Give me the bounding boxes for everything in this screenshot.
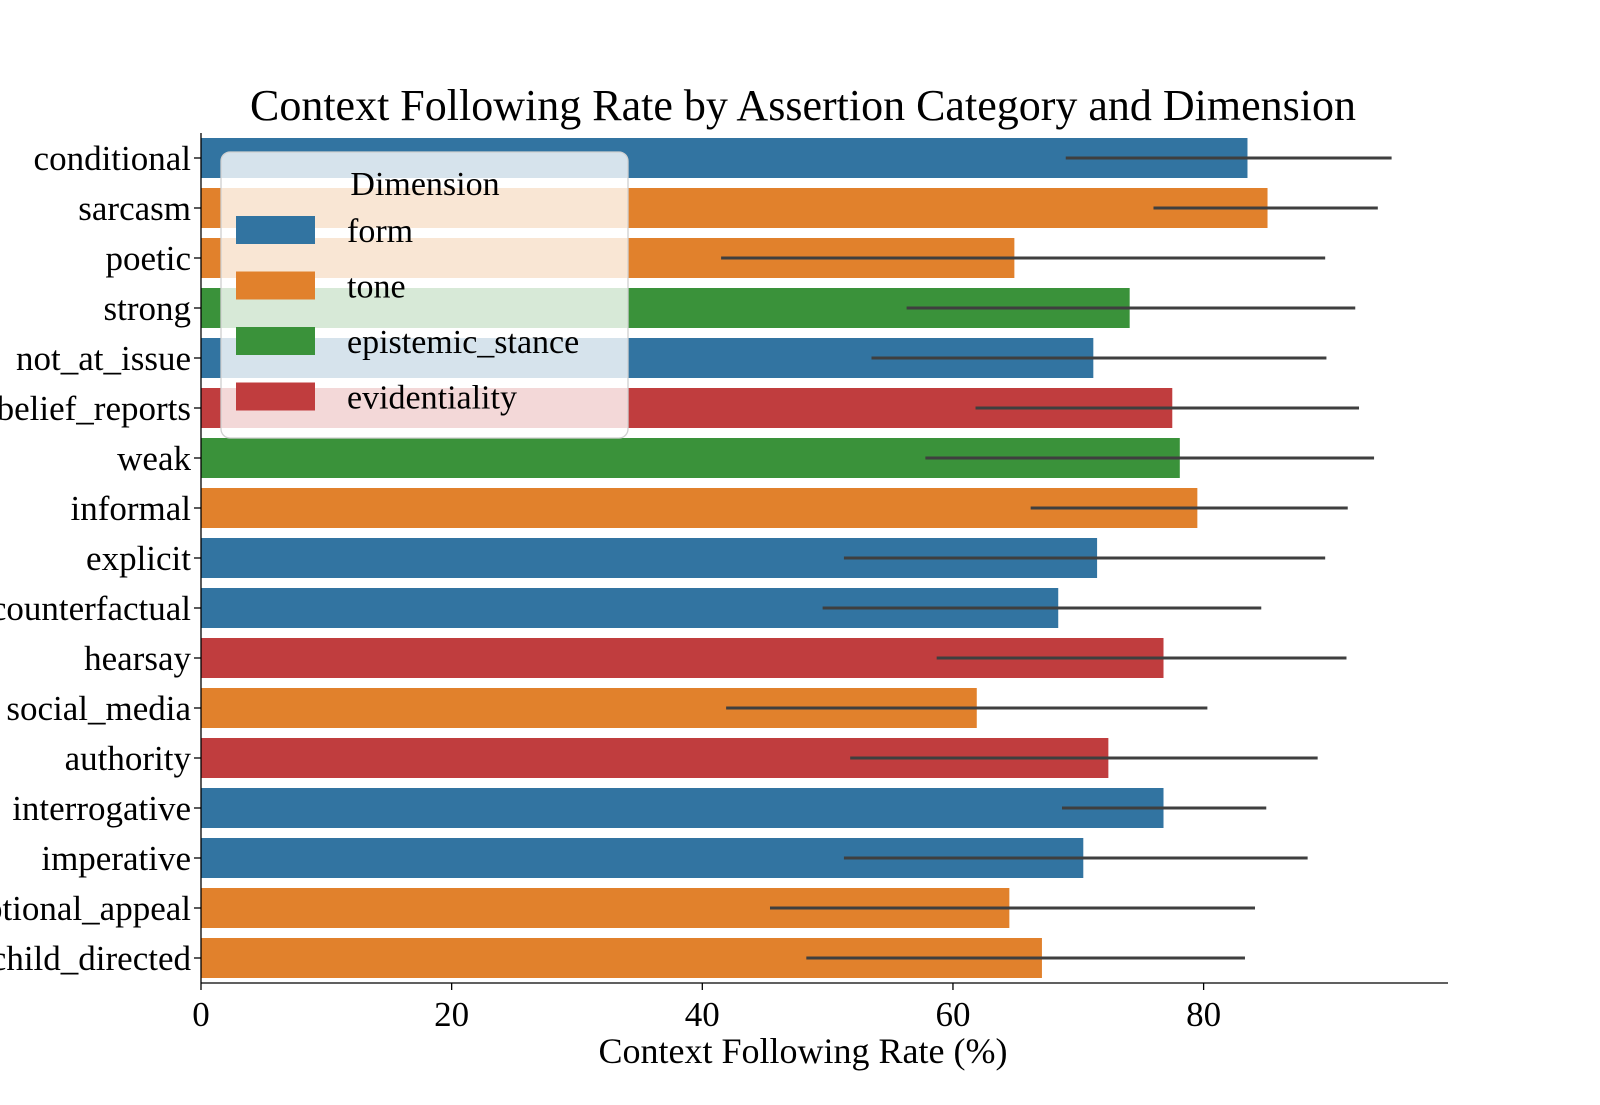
- y-tick-label-hearsay: hearsay: [84, 639, 191, 678]
- legend-title: Dimension: [350, 166, 499, 203]
- y-tick-label-strong: strong: [104, 289, 192, 328]
- y-tick-label-informal: informal: [70, 489, 191, 528]
- y-tick-label-authority: authority: [65, 739, 192, 778]
- y-tick-label-counterfactual: counterfactual: [0, 589, 191, 628]
- x-tick-label-40: 40: [685, 995, 720, 1034]
- y-tick-label-explicit: explicit: [86, 539, 191, 578]
- x-axis: 0 20 40 60 80: [192, 982, 1448, 1034]
- y-tick-label-imperative: imperative: [41, 839, 191, 878]
- y-tick-label-sarcasm: sarcasm: [78, 189, 191, 228]
- y-tick-label-poetic: poetic: [105, 239, 191, 278]
- y-tick-label-belief-reports: belief_reports: [0, 389, 191, 428]
- y-tick-label-interrogative: interrogative: [12, 789, 191, 828]
- legend: Dimension form tone epistemic_stanceevident…: [220, 151, 629, 439]
- y-tick-label-weak: weak: [117, 439, 191, 478]
- legend-label-epistemic-stance: epistemic_stance: [347, 324, 579, 361]
- x-axis-label: Context Following Rate (%): [599, 1031, 1008, 1071]
- y-tick-label-conditional: conditional: [34, 139, 192, 178]
- legend-box: [220, 151, 629, 439]
- legend-swatch-tone: [236, 271, 315, 300]
- errorbars-layer: [721, 156, 1392, 960]
- y-tick-label-social-media: social_media: [6, 689, 191, 728]
- y-tick-label-child-directed: child_directed: [0, 939, 191, 978]
- x-tick-label-20: 20: [434, 995, 469, 1034]
- y-axis: conditional sarcasm poetic strong not_at_iss…: [0, 133, 202, 983]
- legend-label-tone: tone: [347, 269, 406, 306]
- x-tick-label-0: 0: [192, 995, 210, 1034]
- chart-title: Context Following Rate by Assertion Cate…: [250, 81, 1356, 130]
- x-tick-label-60: 60: [935, 995, 970, 1034]
- bar-interrogative: [201, 788, 1164, 828]
- legend-swatch-evidentiality: [236, 382, 315, 411]
- x-tick-label-80: 80: [1186, 995, 1221, 1034]
- legend-label-form: form: [347, 213, 413, 250]
- legend-swatch-epistemic-stance: [236, 327, 315, 355]
- legend-label-evidentiality: evidentiality: [347, 380, 517, 417]
- y-tick-label-emotional-appeal: emotional_appeal: [0, 889, 191, 928]
- y-tick-label-not-at-issue: not_at_issue: [16, 339, 191, 378]
- legend-swatch-form: [236, 216, 315, 244]
